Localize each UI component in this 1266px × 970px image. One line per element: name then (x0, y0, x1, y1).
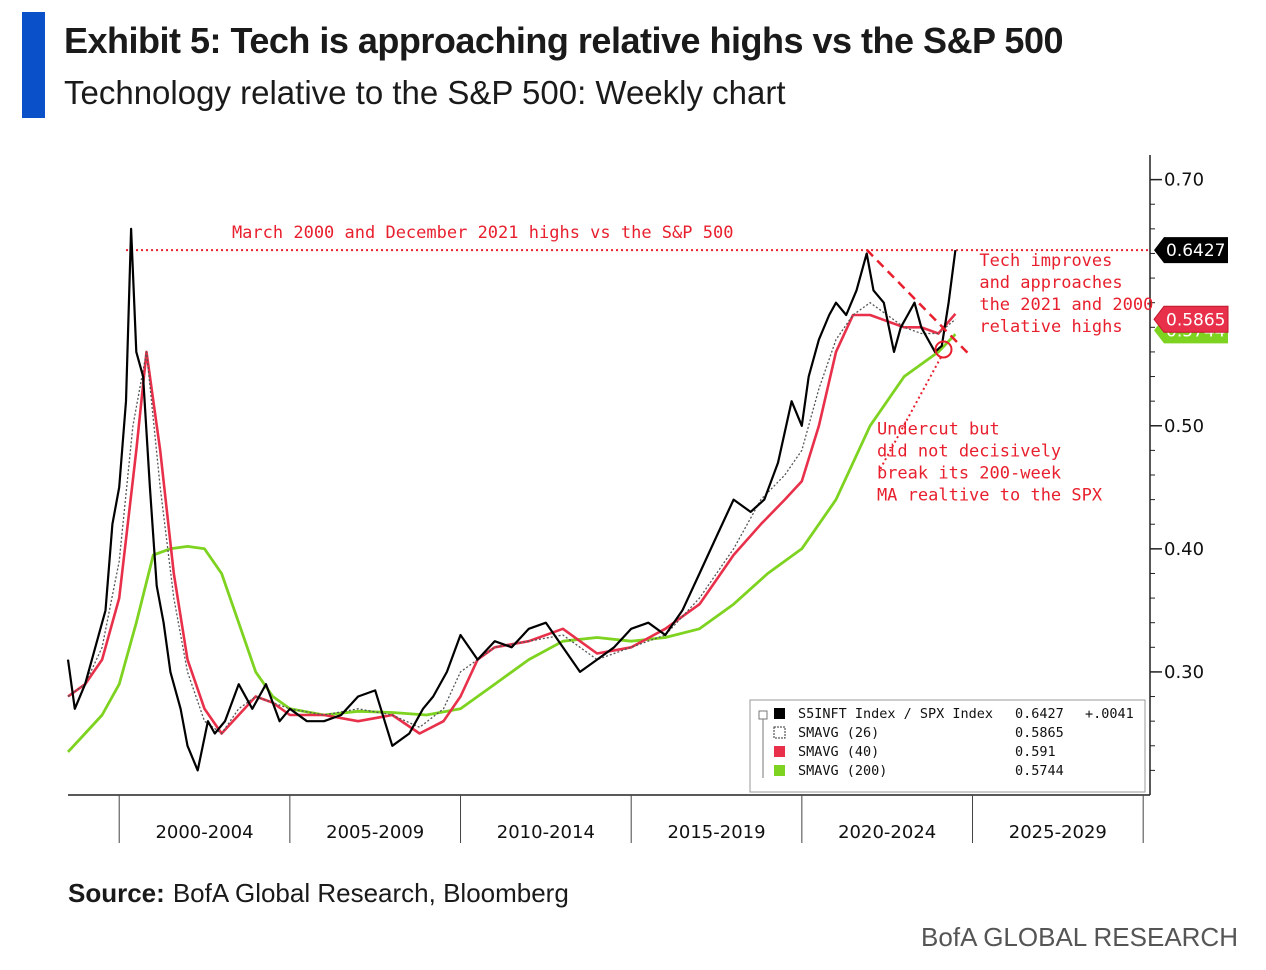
legend-series-name: SMAVG (200) (798, 763, 887, 779)
exhibit-subtitle: Technology relative to the S&P 500: Week… (64, 74, 786, 111)
series-line-sma26 (67, 302, 956, 735)
y-tick-label: 0.40 (1164, 539, 1204, 560)
annotation-undercut-line: Undercut but (877, 419, 1000, 439)
y-tick-label: 0.70 (1164, 170, 1204, 191)
x-tick-label: 2020-2024 (838, 822, 936, 843)
y-tick-label: 0.30 (1164, 662, 1204, 683)
legend-series-change: +.0041 (1085, 706, 1134, 722)
series-line-sma200 (66, 333, 957, 753)
series-line-ratio (66, 227, 957, 772)
x-tick-label: 2010-2014 (497, 822, 595, 843)
legend-collapse-toggle (758, 710, 768, 720)
undercut-pointer-line (879, 355, 943, 470)
series-line-sma40 (67, 312, 957, 735)
x-tick-label: 2025-2029 (1009, 822, 1107, 843)
reference-line-label: March 2000 and December 2021 highs vs th… (232, 223, 734, 243)
downtrend-line (865, 248, 970, 356)
annotation-tech-improves-line: and approaches (979, 273, 1122, 293)
legend-swatch-sma40 (774, 746, 785, 757)
legend-swatch-sma200 (774, 765, 785, 776)
price-chart: 0.30 0.40 0.50 0.70 2000-2004 2005-2009 2010-2… (66, 155, 1229, 843)
legend-series-last: 0.591 (1015, 744, 1056, 760)
y-tick-label: 0.50 (1164, 416, 1204, 437)
legend-series-last: 0.5865 (1015, 725, 1064, 741)
legend-series-name: S5INFT Index / SPX Index (798, 706, 993, 722)
price-flag-sma40 (1153, 305, 1229, 333)
exhibit-title: Exhibit 5: Tech is approaching relative … (64, 20, 1064, 61)
brand-footer: BofA GLOBAL RESEARCH (921, 922, 1238, 952)
x-tick-label: 2000-2004 (155, 822, 253, 843)
legend-box (749, 699, 1146, 793)
source-line: Source: BofA Global Research, Bloomberg (68, 878, 569, 909)
legend-swatch-ratio (774, 708, 785, 719)
price-flag-value: 0.5865 (1166, 310, 1225, 330)
source-label: Source: (68, 878, 165, 908)
annotation-undercut-line: MA realtive to the SPX (877, 485, 1103, 505)
accent-bar (22, 12, 45, 118)
legend-series-name: SMAVG (26) (798, 725, 879, 741)
legend-series-last: 0.5744 (1015, 763, 1064, 779)
annotation-undercut-line: break its 200-week (877, 463, 1061, 483)
price-flag-value: 0.6427 (1166, 241, 1225, 261)
legend-series-name: SMAVG (40) (798, 744, 879, 760)
annotation-tech-improves-line: the 2021 and 2000 (979, 295, 1153, 315)
legend-swatch-sma26 (773, 726, 786, 739)
undercut-circle (934, 340, 953, 359)
x-tick-label: 2015-2019 (667, 822, 765, 843)
annotation-tech-improves-line: relative highs (979, 317, 1122, 337)
source-text: BofA Global Research, Bloomberg (172, 878, 569, 908)
x-tick-label: 2005-2009 (326, 822, 424, 843)
price-flag-ratio (1154, 237, 1228, 264)
legend-series-last: 0.6427 (1015, 706, 1064, 722)
annotation-tech-improves-line: Tech improves (979, 251, 1112, 271)
annotation-undercut-line: did not decisively (877, 441, 1061, 461)
